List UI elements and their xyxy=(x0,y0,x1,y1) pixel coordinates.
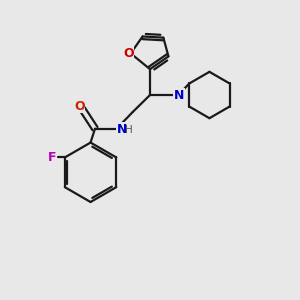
Text: N: N xyxy=(117,123,127,136)
Text: O: O xyxy=(123,47,134,60)
Text: H: H xyxy=(125,125,133,135)
Text: F: F xyxy=(48,151,57,164)
Text: N: N xyxy=(174,88,184,101)
Text: O: O xyxy=(74,100,85,112)
